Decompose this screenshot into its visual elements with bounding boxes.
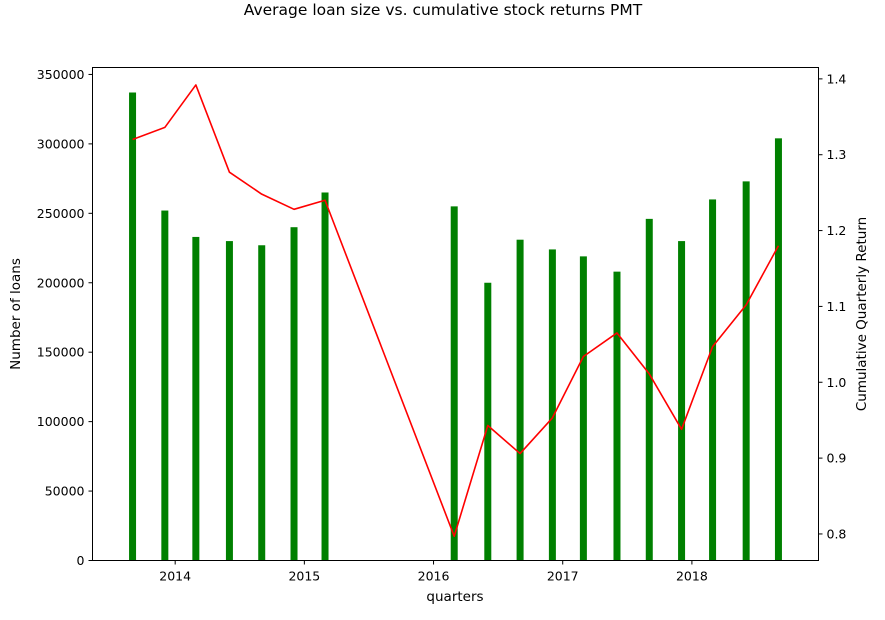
bar [290, 227, 298, 561]
x-tick-label: 2016 [418, 569, 450, 584]
bar [774, 138, 782, 561]
y-right-tick-label: 1.1 [827, 299, 847, 314]
bar [548, 249, 556, 561]
bar [258, 245, 266, 561]
y-left-tick-label: 50000 [45, 484, 85, 499]
y-left-tick-label: 300000 [37, 136, 85, 151]
return-line [132, 84, 780, 538]
bar [613, 271, 621, 561]
bar [225, 241, 233, 561]
bar [742, 181, 750, 561]
bar [709, 199, 717, 561]
plot-frame [92, 67, 819, 561]
y-axis-right: 0.8 0.9 1.0 1.1 1.2 1.3 1.4 [818, 71, 847, 541]
y-axis-left-label: Number of loans [8, 258, 24, 370]
y-left-tick-label: 350000 [37, 67, 85, 82]
bar [129, 92, 137, 561]
chart-title: Average loan size vs. cumulative stock r… [244, 1, 643, 19]
y-axis-left: 0 50000 100000 150000 200000 250000 300000 3500… [37, 67, 93, 568]
bar [321, 192, 329, 561]
bar [678, 241, 686, 561]
y-right-tick-label: 1.2 [827, 223, 847, 238]
bar [645, 218, 653, 561]
y-axis-right-label: Cumulative Quarterly Return [854, 217, 870, 411]
bar [192, 236, 200, 561]
line-layer [132, 84, 780, 538]
x-tick-label: 2017 [547, 569, 579, 584]
y-left-tick-label: 250000 [37, 206, 85, 221]
x-tick-label: 2018 [676, 569, 708, 584]
bar [484, 282, 492, 561]
x-axis-label: quarters [426, 589, 483, 605]
y-left-tick-label: 100000 [37, 414, 85, 429]
x-tick-label: 2015 [288, 569, 320, 584]
y-left-tick-label: 0 [77, 553, 85, 568]
bar [161, 210, 169, 561]
bar [516, 239, 524, 561]
bars-layer [129, 92, 782, 561]
y-left-tick-label: 150000 [37, 345, 85, 360]
bar [450, 206, 458, 561]
y-right-tick-label: 0.8 [827, 526, 847, 541]
y-left-tick-label: 200000 [37, 275, 85, 290]
x-tick-label: 2014 [159, 569, 191, 584]
y-right-tick-label: 1.0 [827, 375, 847, 390]
y-right-tick-label: 1.3 [827, 147, 847, 162]
bar [579, 256, 587, 561]
x-axis: 2014 2015 2016 2017 2018 [159, 560, 708, 584]
y-right-tick-label: 1.4 [827, 71, 847, 86]
y-right-tick-label: 0.9 [827, 451, 847, 466]
